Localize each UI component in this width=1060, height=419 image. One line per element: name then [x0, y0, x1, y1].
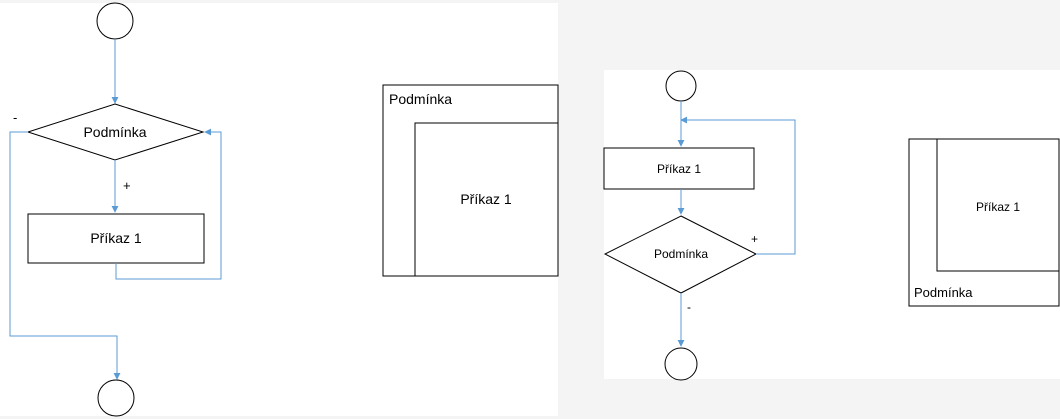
structogram-body — [936, 138, 1060, 272]
structogram-condition-label: Podmínka — [389, 91, 452, 107]
start-terminal — [665, 70, 697, 102]
while-flowchart: Podmínka + Příkaz 1 - — [9, 2, 222, 417]
condition-label: Podmínka — [654, 247, 708, 261]
structogram-body — [414, 122, 559, 277]
statement-box — [27, 213, 205, 264]
statement-label: Příkaz 1 — [657, 162, 701, 176]
true-label: + — [123, 178, 131, 193]
loop-back-connector — [115, 128, 222, 280]
structogram-statement-label: Příkaz 1 — [976, 200, 1020, 214]
start-terminal — [96, 2, 134, 40]
condition-false-connector — [9, 131, 121, 380]
structogram-condition-label: Podmínka — [914, 285, 973, 300]
statement-label: Příkaz 1 — [90, 230, 142, 246]
condition-label: Podmínka — [83, 124, 146, 140]
end-terminal — [97, 379, 135, 417]
statement-box — [603, 147, 755, 190]
structogram-statement-label: Příkaz 1 — [460, 191, 512, 207]
while-structogram: Podmínka Příkaz 1 — [382, 84, 559, 277]
false-label: - — [687, 300, 691, 314]
false-label: - — [13, 110, 17, 125]
condition-true-loop-connector — [680, 116, 796, 255]
dowhile-flowchart: Příkaz 1 Podmínka + - — [603, 70, 796, 381]
end-terminal — [664, 347, 698, 381]
dowhile-structogram: Příkaz 1 Podmínka — [908, 138, 1060, 307]
true-label: + — [751, 232, 758, 246]
